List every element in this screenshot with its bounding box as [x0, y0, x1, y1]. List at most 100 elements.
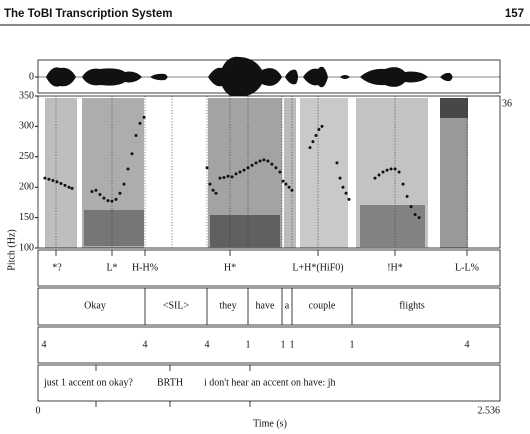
pitch-point — [126, 167, 130, 171]
pitch-point — [102, 196, 106, 200]
break-label: 1 — [281, 339, 286, 350]
pitch-point — [142, 115, 146, 119]
pitch-point — [226, 174, 230, 178]
x-axis-end-label: 0 — [36, 405, 41, 416]
tone-label: *? — [52, 262, 62, 273]
tone-label: H* — [224, 262, 236, 273]
pitch-point — [218, 176, 222, 180]
word-label: a — [285, 300, 290, 311]
pitch-point — [90, 189, 94, 193]
pitch-point — [122, 182, 126, 186]
tone-label: L+H*(HiF0) — [292, 262, 343, 273]
break-label: 4 — [205, 339, 210, 350]
y-tick-label: 100 — [19, 242, 34, 253]
tone-label: !H* — [387, 262, 403, 273]
pitch-point — [287, 185, 291, 189]
break-label: 4 — [465, 339, 470, 350]
pitch-point — [43, 176, 47, 180]
pitch-point — [278, 170, 282, 174]
pitch-point — [222, 175, 226, 179]
break-label: 1 — [350, 339, 355, 350]
pitch-point — [118, 191, 122, 195]
pitch-point — [335, 161, 339, 165]
word-label: <SIL> — [163, 300, 190, 311]
tone-label: H-H% — [132, 262, 158, 273]
pitch-point — [242, 168, 246, 172]
pitch-point — [341, 185, 345, 189]
pitch-point — [208, 182, 212, 186]
x-axis-end-label: 2.536 — [478, 405, 501, 416]
pitch-point — [138, 121, 142, 125]
pitch-point — [266, 159, 270, 163]
pitch-point — [211, 188, 215, 192]
pitch-point — [130, 152, 134, 156]
figure-marks: 100 150 200 250 300 350 0 0 2.536 *? L* H-H% H* L+H*(… — [19, 71, 500, 416]
tone-label: L-L% — [455, 262, 479, 273]
pitch-point — [262, 158, 266, 162]
pitch-point — [347, 197, 351, 201]
word-label: Okay — [84, 300, 106, 311]
pitch-point — [110, 199, 114, 203]
waveform — [37, 56, 501, 98]
pitch-point — [106, 199, 110, 203]
pitch-point — [258, 159, 262, 163]
pitch-point — [70, 186, 74, 190]
mis-label: just 1 accent on okay? — [43, 377, 133, 388]
pitch-point — [401, 182, 405, 186]
pitch-point — [314, 134, 318, 138]
pitch-point — [417, 216, 421, 220]
pitch-point — [250, 163, 254, 167]
pitch-point — [338, 176, 342, 180]
pitch-point — [409, 205, 413, 209]
y-tick-label: 350 — [19, 90, 34, 101]
pitch-point — [254, 161, 258, 165]
pitch-point — [308, 146, 312, 150]
pitch-point — [290, 188, 294, 192]
tone-label: L* — [106, 262, 117, 273]
spectrogram — [37, 95, 501, 249]
pitch-point — [373, 176, 377, 180]
pitch-point — [134, 134, 138, 138]
pitch-point — [381, 170, 385, 174]
waveform-tick-label: 0 — [29, 71, 34, 82]
pitch-point — [47, 177, 51, 181]
pitch-point — [317, 127, 321, 131]
pitch-point — [238, 170, 242, 174]
word-label: they — [219, 300, 236, 311]
y-tick-label: 150 — [19, 212, 34, 223]
pitch-point — [67, 185, 71, 189]
pitch-point — [98, 192, 102, 196]
word-label: have — [256, 300, 275, 311]
tier-frames — [37, 249, 501, 407]
page-number: 157 — [505, 8, 524, 20]
y-tick-label: 250 — [19, 151, 34, 162]
pitch-point — [55, 180, 59, 184]
pitch-point — [270, 162, 274, 166]
break-label: 4 — [143, 339, 148, 350]
pitch-point — [63, 183, 67, 187]
pitch-point — [344, 191, 348, 195]
break-label: 1 — [246, 339, 251, 350]
y-tick-label: 300 — [19, 121, 34, 132]
pitch-point — [281, 179, 285, 183]
pitch-point — [377, 173, 381, 177]
pitch-point — [405, 194, 409, 198]
pitch-point — [205, 166, 209, 170]
mis-label: BRTH — [157, 377, 183, 388]
pitch-point — [94, 188, 98, 192]
pitch-point — [230, 175, 234, 179]
pitch-point — [214, 191, 218, 195]
spectrogram-label: 36 — [502, 98, 512, 109]
pitch-axis-label: Pitch (Hz) — [6, 229, 17, 270]
pitch-point — [274, 166, 278, 170]
pitch-point — [413, 213, 417, 217]
word-label: flights — [399, 300, 425, 311]
running-head: The ToBI Transcription System — [4, 8, 173, 20]
pitch-point — [114, 197, 118, 201]
pitch-point — [385, 168, 389, 172]
mis-label: i don't hear an accent on have: jh — [204, 377, 335, 388]
break-label: 1 — [290, 339, 295, 350]
pitch-point — [389, 167, 393, 171]
time-axis-label: Time (s) — [253, 418, 287, 429]
